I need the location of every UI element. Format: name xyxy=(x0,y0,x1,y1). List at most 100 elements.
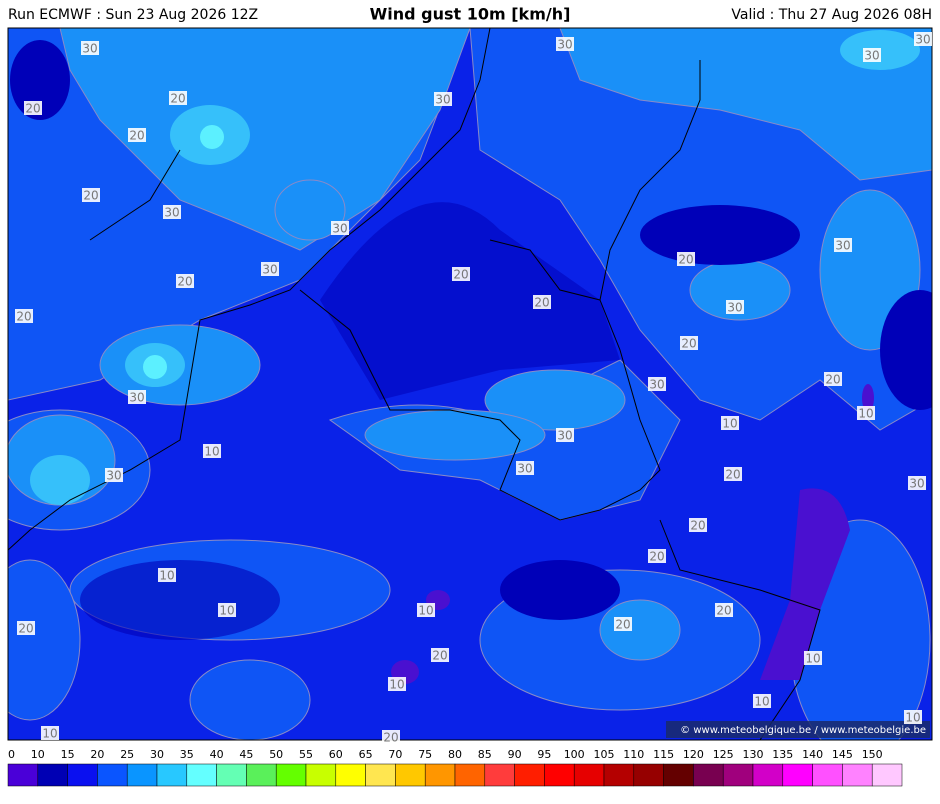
credit: © www.meteobelgique.be / www.meteobelgie… xyxy=(680,725,926,736)
contour-label: 20 xyxy=(681,337,696,351)
colorbar-tick-label: 125 xyxy=(713,748,734,761)
contour-label: 30 xyxy=(835,239,850,253)
contour-label: 10 xyxy=(219,604,234,618)
contour-label-box xyxy=(105,468,123,482)
colorbar-swatch xyxy=(37,763,68,787)
contour-label-box xyxy=(15,309,33,323)
map-field xyxy=(8,28,932,740)
colorbar-swatch xyxy=(7,763,39,787)
colorbar-swatch xyxy=(603,763,635,787)
colorbar-swatch xyxy=(305,763,337,787)
contour-label-box xyxy=(721,416,739,430)
colorbar-swatch xyxy=(544,763,575,787)
contour-label: 30 xyxy=(332,222,347,236)
contour-label: 30 xyxy=(557,429,572,443)
colorbar-swatch xyxy=(782,763,813,787)
colorbar-swatch xyxy=(186,763,217,787)
colorbar-swatch xyxy=(871,763,903,787)
contour-label-box xyxy=(82,188,100,202)
contour-label-box xyxy=(516,461,534,475)
contour-label-box xyxy=(834,238,852,252)
map-title: Wind gust 10m [km/h] xyxy=(370,5,571,24)
contour-label-box xyxy=(382,730,400,744)
map-frame xyxy=(7,27,933,741)
contour-label-box xyxy=(163,205,181,219)
colorbar-tick-label: 105 xyxy=(594,748,615,761)
colorbar-swatch xyxy=(365,763,396,787)
colorbar-swatch xyxy=(573,763,605,787)
contour-label: 20 xyxy=(825,373,840,387)
contour-label: 20 xyxy=(716,604,731,618)
contour-label: 20 xyxy=(177,275,192,289)
colorbar-swatch xyxy=(126,763,158,787)
contour-label-box xyxy=(680,336,698,350)
contour-label-box xyxy=(128,128,146,142)
contour-label: 20 xyxy=(18,622,33,636)
contour-label: 30 xyxy=(129,391,144,405)
colorbar-swatch xyxy=(812,763,843,787)
colorbar-swatch xyxy=(514,763,545,787)
contour-label-box xyxy=(715,603,733,617)
contour-label-box xyxy=(452,267,470,281)
colorbar-swatch xyxy=(156,763,188,787)
contour-label: 30 xyxy=(909,477,924,491)
contour-label: 30 xyxy=(82,42,97,56)
colorbar-tick-label: 85 xyxy=(478,748,492,761)
contour-label-box xyxy=(431,648,449,662)
colorbar-tick-label: 25 xyxy=(120,748,134,761)
colorbar-swatch xyxy=(454,763,486,787)
colorbar-tick-label: 150 xyxy=(862,748,883,761)
contour-label: 10 xyxy=(805,652,820,666)
contour-label-box xyxy=(726,300,744,314)
contour-label-box xyxy=(724,467,742,481)
colorbar-swatch xyxy=(424,763,456,787)
contour-label: 20 xyxy=(678,253,693,267)
colorbar-tick-label: 135 xyxy=(772,748,793,761)
contour-label-box xyxy=(904,710,922,724)
valid-info: Valid : Thu 27 Aug 2026 08H xyxy=(731,7,932,23)
colorbar-tick-label: 130 xyxy=(743,748,764,761)
contour-label-box xyxy=(689,518,707,532)
contour-label-box xyxy=(41,726,59,740)
colorbar-swatch xyxy=(663,763,694,787)
colorbar-swatch xyxy=(97,763,128,787)
contour-label-box xyxy=(648,377,666,391)
contour-label: 10 xyxy=(722,417,737,431)
contour-label: 30 xyxy=(649,378,664,392)
colorbar-swatch xyxy=(67,763,98,787)
contour-label: 20 xyxy=(725,468,740,482)
contour-label: 20 xyxy=(16,310,31,324)
colorbar-tick-label: 30 xyxy=(150,748,164,761)
contour-label: 10 xyxy=(858,407,873,421)
contour-label-box xyxy=(417,603,435,617)
contour-label: 30 xyxy=(864,49,879,63)
contour-label-box xyxy=(24,101,42,115)
contour-label-box xyxy=(434,92,452,106)
colorbar-tick-label: 110 xyxy=(623,748,644,761)
contour-label: 30 xyxy=(164,206,179,220)
colorbar-swatch xyxy=(752,763,784,787)
contour-label-box xyxy=(331,221,349,235)
contour-label: 20 xyxy=(383,731,398,745)
contour-label: 10 xyxy=(418,604,433,618)
colorbar-tick-label: 55 xyxy=(299,748,313,761)
contour-label-box xyxy=(677,252,695,266)
contour-label: 20 xyxy=(170,92,185,106)
contour-label: 10 xyxy=(905,711,920,725)
contour-label: 20 xyxy=(83,189,98,203)
contour-label: 20 xyxy=(615,618,630,632)
colorbar-tick-label: 65 xyxy=(359,748,373,761)
contour-label-box xyxy=(218,603,236,617)
contour-label: 30 xyxy=(915,33,930,47)
contour-label-box xyxy=(261,262,279,276)
contour-label: 10 xyxy=(42,727,57,741)
contour-label: 10 xyxy=(204,445,219,459)
colorbar-swatch xyxy=(335,763,366,787)
contour-label-box xyxy=(857,406,875,420)
contour-label: 30 xyxy=(557,38,572,52)
contour-label-box xyxy=(863,48,881,62)
colorbar-swatch xyxy=(693,763,724,787)
contour-label: 30 xyxy=(517,462,532,476)
contour-label-box xyxy=(388,677,406,691)
